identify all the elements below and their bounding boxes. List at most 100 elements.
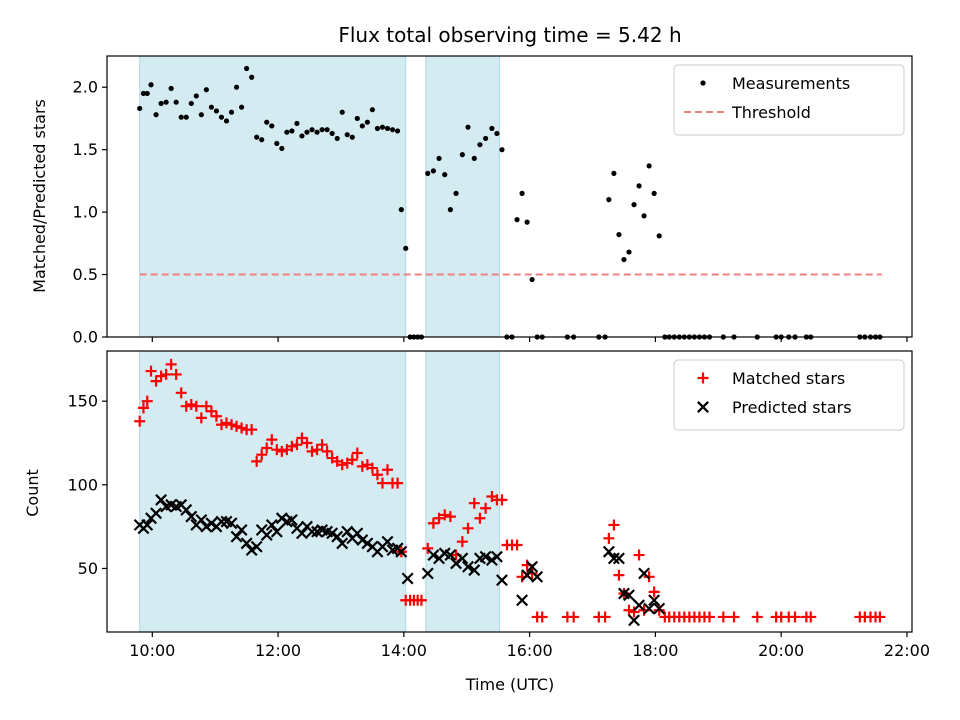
bottom-series-0-point-16 [210,410,222,422]
bottom-series-0-point-15 [205,405,217,417]
bottom-series-1-point-78 [628,614,641,627]
bottom-series-1-point-24 [250,540,263,553]
bottom-series-1-point-27 [265,518,278,531]
top-y-tick-label-2: 1.0 [73,203,98,222]
top-series-0-point-14 [203,87,209,93]
bottom-series-1-point-62 [462,560,474,573]
bottom-series-1-point-53 [395,545,408,558]
bottom-series-0-point-87 [613,569,625,581]
bottom-series-0-point-7 [165,358,177,370]
bottom-series-0-point-108 [751,611,763,623]
bottom-series-0-point-105 [703,611,715,623]
bottom-series-0-point-36 [311,444,323,456]
bottom-legend-label-1: Predicted stars [732,398,852,417]
top-series-0-point-15 [208,104,214,110]
top-series-0-point-20 [233,84,240,90]
top-series-0-point-72 [499,147,505,153]
top-series-0-point-12 [193,93,199,99]
bottom-series-0-point-35 [306,445,318,457]
bottom-series-1-point-63 [468,564,481,577]
bottom-series-0-point-41 [336,459,348,471]
bottom-series-0-point-67 [468,497,480,509]
bottom-series-1-point-61 [456,552,469,565]
top-series-0-point-29 [279,145,285,152]
bottom-series-0-point-59 [422,542,434,554]
bottom-series-0-point-33 [296,432,308,444]
top-series-0-point-5 [158,100,164,107]
bottom-legend-marker-0 [697,372,709,384]
top-series-0-point-26 [264,119,270,125]
top-series-0-point-43 [349,134,355,140]
top-series-0-point-22 [244,65,250,72]
bottom-series-0-point-95 [653,604,665,616]
top-series-0-point-16 [213,108,220,114]
top-y-tick-label-4: 2.0 [73,78,98,97]
bottom-legend: Matched stars Predicted stars [673,359,905,431]
top-series-0-point-35 [309,127,315,133]
bottom-series-0-point-38 [321,445,333,457]
top-series-0-point-28 [274,140,280,147]
top-series-0-point-53 [398,207,404,213]
bottom-series-0-point-3 [145,365,157,377]
bottom-panel: 50 100 150 10:00 12:00 14:00 16:00 18:00 20:00 22… [67,350,930,660]
bottom-series-1-point-56 [427,549,440,562]
top-series-0-point-30 [284,129,290,135]
bottom-series-0-point-63 [444,511,456,523]
bottom-series-0-point-45 [356,460,368,472]
bottom-series-0-point-12 [190,400,202,412]
top-series-0-point-1 [140,90,147,97]
top-series-0-point-40 [334,135,340,142]
top-series-0-point-85 [606,197,612,203]
top-series-0-point-0 [137,105,143,112]
bottom-series-1-point-70 [521,569,534,582]
bottom-series-0-point-89 [623,604,635,616]
top-series-0-point-75 [514,217,520,223]
top-series-0-point-8 [173,99,179,105]
top-series-0-point-4 [153,112,159,118]
bottom-series-0-point-52 [392,477,404,489]
bottom-series-1-point-81 [643,602,656,615]
top-series-0-point-9 [178,114,184,120]
bottom-series-0-point-107 [728,611,740,623]
bottom-series-0-point-6 [160,368,172,380]
top-series-0-point-34 [304,129,310,135]
top-legend: Measurements Threshold [673,64,905,136]
bottom-series-0-point-21 [236,422,248,434]
top-series-0-point-41 [339,109,345,115]
bottom-series-1-point-75 [612,552,625,565]
bottom-series-1-point-79 [633,599,646,612]
top-shaded-span-0 [139,55,407,338]
bottom-series-0-point-94 [648,586,660,598]
top-series-0-point-39 [329,130,335,137]
bottom-series-0-point-23 [246,424,258,436]
top-series-0-point-46 [364,119,370,125]
top-legend-box [673,64,905,136]
bottom-series-0-point-69 [480,502,492,514]
top-series-0-point-51 [389,127,396,133]
bottom-series-0-point-106 [717,611,729,623]
bottom-series-0-point-34 [301,437,313,449]
bottom-series-0-point-25 [256,449,268,461]
bottom-series-1-point-72 [531,570,544,583]
bottom-series-1-point-35 [306,525,319,538]
bottom-series-1 [133,493,666,627]
top-y-tick-label-0: 0.0 [73,328,98,347]
bottom-axes-frame [106,350,913,633]
bottom-series-0-point-18 [220,417,232,429]
top-series-0-point-38 [324,127,330,133]
bottom-shaded-span-1 [425,350,500,633]
bottom-series-0-point-28 [271,444,283,456]
bottom-series-0-point-17 [215,419,227,431]
top-series-0-point-10 [183,114,189,120]
top-series-0-point-33 [299,133,305,139]
bottom-shaded-span-0 [139,350,407,633]
top-series-0-point-78 [529,276,535,283]
top-series-0-point-76 [519,190,525,196]
bottom-series-0-point-2 [141,395,153,407]
bottom-series-0-point-119 [874,611,886,623]
top-series-0-point-19 [228,109,235,115]
bottom-y-tick-label-2: 150 [67,392,98,411]
bottom-series-1-point-55 [421,567,434,580]
bottom-series-0-point-10 [180,400,192,412]
